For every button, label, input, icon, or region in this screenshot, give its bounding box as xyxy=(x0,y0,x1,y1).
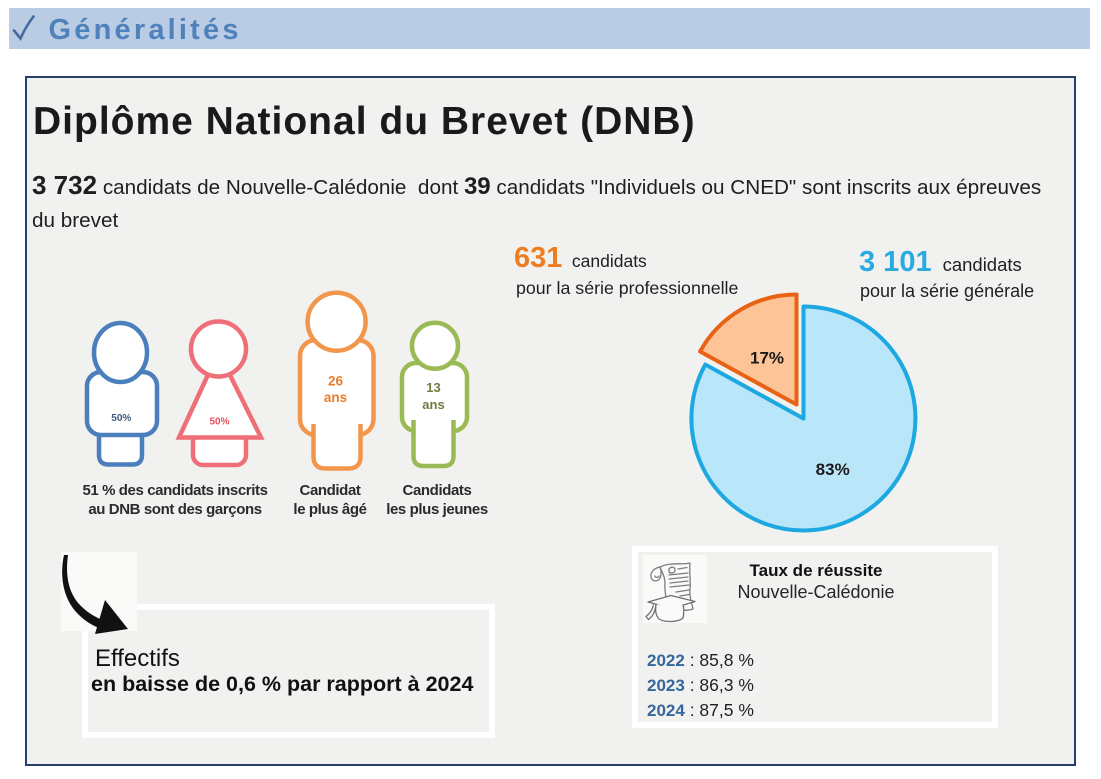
svg-text:50%: 50% xyxy=(111,413,131,424)
svg-text:17%: 17% xyxy=(750,348,784,367)
svg-text:13: 13 xyxy=(426,380,440,395)
svg-text:83%: 83% xyxy=(816,460,850,479)
svg-text:26: 26 xyxy=(328,374,344,389)
svg-text:50%: 50% xyxy=(209,417,229,428)
svg-text:ans: ans xyxy=(422,397,444,412)
svg-text:ans: ans xyxy=(324,390,347,405)
